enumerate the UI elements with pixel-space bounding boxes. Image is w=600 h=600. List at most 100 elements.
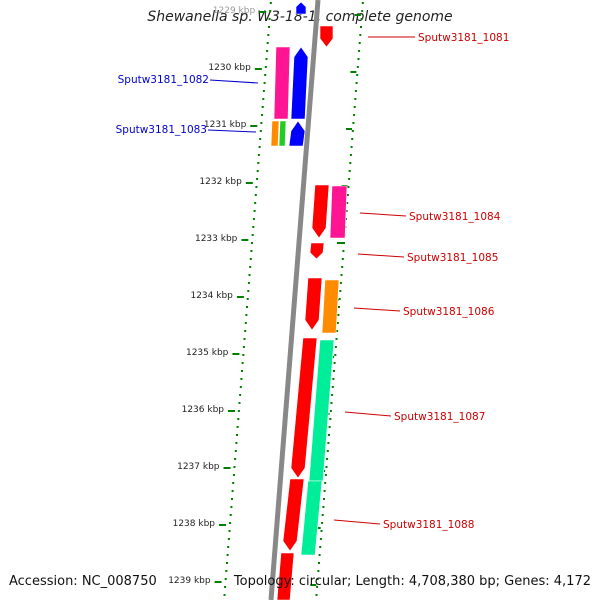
tick-dot bbox=[246, 306, 248, 308]
tick-dot bbox=[338, 298, 341, 300]
tick-dot bbox=[268, 18, 271, 20]
tick-dot bbox=[320, 530, 323, 532]
genome-stats-text: Topology: circular; Length: 4,708,380 bp… bbox=[233, 574, 591, 589]
tick-dot bbox=[346, 194, 349, 196]
tick-dot bbox=[261, 114, 264, 116]
gene-label[interactable]: Sputw3181_1086 bbox=[403, 306, 495, 318]
gene-label-leader bbox=[359, 212, 407, 217]
ruler-label: 1230 kbp bbox=[208, 63, 251, 73]
gene-label[interactable]: Sputw3181_1088 bbox=[383, 519, 474, 531]
major-tick bbox=[241, 239, 249, 241]
tick-dot bbox=[260, 122, 263, 124]
gene-label[interactable]: Sputw3181_1087 bbox=[394, 411, 485, 423]
inner-tick-dots bbox=[310, 2, 364, 596]
gene-label[interactable]: Sputw3181_1081 bbox=[418, 32, 509, 44]
tick-dot bbox=[258, 146, 261, 148]
tick-dot bbox=[269, 10, 272, 12]
tick-dot bbox=[261, 106, 264, 108]
gene-feature-1086-orange bbox=[321, 279, 340, 334]
tick-dot bbox=[361, 10, 364, 12]
minor-tick bbox=[346, 128, 352, 130]
tick-dot bbox=[352, 122, 355, 124]
gene-label[interactable]: Sputw3181_1083 bbox=[116, 124, 207, 136]
tick-dot bbox=[229, 514, 232, 516]
major-tick bbox=[214, 581, 222, 583]
tick-dot bbox=[239, 394, 242, 396]
tick-dot bbox=[327, 442, 330, 444]
tick-dot bbox=[353, 114, 356, 116]
tick-dot bbox=[321, 522, 324, 524]
tick-dot bbox=[244, 330, 247, 332]
gene-label-leader bbox=[333, 519, 381, 525]
tick-dot bbox=[329, 410, 332, 412]
ruler-label: 1237 kbp bbox=[177, 462, 220, 472]
tick-dot bbox=[259, 130, 262, 132]
tick-dot bbox=[239, 386, 242, 388]
tick-dot bbox=[356, 74, 359, 76]
gene-feature-1087-red bbox=[290, 337, 318, 479]
tick-dot bbox=[360, 26, 362, 28]
tick-dot bbox=[361, 2, 364, 4]
tick-dot bbox=[265, 58, 268, 60]
tick-dot bbox=[227, 538, 230, 540]
tick-dot bbox=[358, 42, 361, 44]
tick-dot bbox=[317, 570, 320, 572]
tick-dot bbox=[266, 50, 269, 52]
gene-feature-1083-blue bbox=[288, 120, 306, 147]
tick-dot bbox=[254, 194, 257, 196]
tick-dot bbox=[231, 490, 234, 492]
tick-dot bbox=[242, 354, 245, 356]
major-tick bbox=[250, 125, 258, 127]
tick-dot bbox=[224, 586, 227, 588]
gene-feature-1084-red bbox=[311, 184, 330, 239]
tick-dot bbox=[338, 306, 340, 308]
tick-dot bbox=[257, 154, 260, 156]
tick-dot bbox=[267, 34, 270, 36]
tick-dot bbox=[356, 66, 359, 68]
tick-dot bbox=[351, 130, 354, 132]
tick-dot bbox=[339, 290, 342, 292]
tick-dot bbox=[257, 162, 260, 164]
gene-label-leader bbox=[209, 79, 259, 84]
tick-dot bbox=[227, 546, 230, 548]
tick-dot bbox=[234, 450, 237, 452]
tick-dot bbox=[262, 90, 265, 92]
tick-dot bbox=[319, 538, 322, 540]
tick-dot bbox=[225, 570, 228, 572]
tick-dot bbox=[251, 242, 253, 244]
tick-dot bbox=[336, 322, 339, 324]
tick-dot bbox=[319, 546, 322, 548]
tick-dot bbox=[232, 474, 235, 476]
tick-dot bbox=[318, 562, 320, 564]
gene-feature-1088-teal bbox=[300, 480, 323, 556]
tick-dot bbox=[324, 482, 327, 484]
minor-tick bbox=[354, 14, 361, 16]
tick-dot bbox=[322, 506, 325, 508]
tick-dot bbox=[349, 162, 352, 164]
tick-dot bbox=[345, 210, 348, 212]
gene-label[interactable]: Sputw3181_1082 bbox=[118, 74, 209, 86]
gene-label[interactable]: Sputw3181_1084 bbox=[409, 211, 501, 223]
tick-dot bbox=[326, 450, 329, 452]
tick-dot bbox=[240, 378, 243, 380]
gene-feature-1087-teal bbox=[308, 339, 335, 482]
tick-dot bbox=[359, 34, 362, 36]
gene-label[interactable]: Sputw3181_1085 bbox=[407, 252, 498, 264]
tick-dot bbox=[238, 402, 241, 404]
tick-dot bbox=[242, 346, 245, 348]
gene-feature-1083-green bbox=[278, 120, 287, 147]
ruler-label: 1236 kbp bbox=[182, 405, 225, 415]
accession-text: Accession: NC_008750 bbox=[9, 574, 157, 589]
gene-feature-1082-blue bbox=[290, 46, 309, 120]
tick-dot bbox=[264, 66, 267, 68]
ruler-label: 1232 kbp bbox=[199, 177, 242, 187]
tick-dot bbox=[244, 322, 247, 324]
tick-dot bbox=[334, 354, 337, 356]
tick-dot bbox=[232, 482, 235, 484]
tick-dot bbox=[252, 218, 255, 220]
tick-dot bbox=[223, 594, 226, 596]
tick-dot bbox=[341, 266, 344, 268]
tick-dot bbox=[350, 146, 353, 148]
gene-label-leader bbox=[344, 411, 392, 417]
